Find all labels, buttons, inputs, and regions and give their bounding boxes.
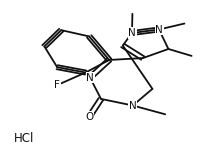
Text: HCl: HCl	[14, 132, 34, 145]
Text: N: N	[86, 73, 94, 83]
Text: N: N	[155, 24, 163, 35]
Text: N: N	[128, 28, 136, 38]
Text: N: N	[129, 100, 137, 111]
Text: O: O	[85, 112, 93, 122]
Text: F: F	[54, 80, 60, 90]
